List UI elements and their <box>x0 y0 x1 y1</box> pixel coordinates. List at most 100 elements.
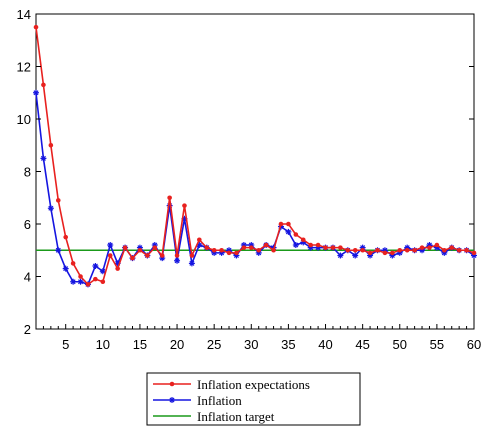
inflation-point <box>352 252 359 259</box>
inflation-expectations-point <box>189 253 195 258</box>
inflation-point <box>337 252 344 259</box>
legend-swatch-marker <box>169 381 175 387</box>
inflation-expectations-point <box>404 247 410 253</box>
inflation-expectations-point <box>219 247 224 253</box>
x-tick-label: 15 <box>133 337 147 352</box>
x-tick-label: 40 <box>318 337 332 352</box>
x-tick-label: 50 <box>393 337 407 352</box>
inflation-point <box>33 89 39 96</box>
y-tick-label: 8 <box>24 165 31 180</box>
x-tick-label: 5 <box>62 337 69 352</box>
inflation-expectations-point <box>78 274 83 279</box>
y-tick-label: 14 <box>17 7 31 22</box>
inflation-expectations-point <box>100 279 106 285</box>
inflation-expectations-point <box>352 247 358 253</box>
inflation-point <box>188 260 195 267</box>
inflation-expectations-point <box>419 245 425 250</box>
y-tick-label: 2 <box>24 322 31 337</box>
inflation-expectations-point <box>323 245 328 250</box>
y-tick-label: 4 <box>24 270 31 285</box>
inflation-expectations-point <box>70 261 76 266</box>
x-tick-label: 20 <box>170 337 184 352</box>
inflation-expectations-point <box>456 247 462 253</box>
inflation-expectations-point <box>442 247 447 253</box>
inflation-expectations-point <box>375 247 380 253</box>
inflation-expectations-point <box>241 245 247 250</box>
inflation-point <box>55 247 62 254</box>
inflation-expectations-point <box>211 247 217 253</box>
inflation-expectations-point <box>145 253 150 258</box>
inflation-point <box>47 205 54 212</box>
x-tick-label: 25 <box>207 337 221 352</box>
x-tick-label: 30 <box>244 337 258 352</box>
inflation-expectations-point <box>345 247 351 253</box>
inflation-point <box>40 155 47 162</box>
inflation-expectations-point <box>85 282 91 287</box>
inflation-expectations-point <box>256 247 262 253</box>
x-tick-label: 60 <box>467 337 481 352</box>
inflation-point <box>99 268 106 275</box>
inflation-expectations-point <box>300 237 306 243</box>
x-tick-label: 45 <box>355 337 369 352</box>
inflation-expectations-point <box>315 242 321 248</box>
inflation-expectations-point <box>115 266 120 271</box>
inflation-point <box>92 263 99 269</box>
series-layer <box>33 24 477 288</box>
inflation-expectations-point <box>48 142 54 148</box>
x-tick-label: 55 <box>430 337 444 352</box>
inflation-point <box>292 242 299 248</box>
inflation-expectations-point <box>367 250 373 256</box>
legend-label: Inflation target <box>197 409 275 424</box>
inflation-expectations-point <box>204 245 210 250</box>
inflation-point <box>107 242 114 248</box>
legend-label: Inflation expectations <box>197 377 310 392</box>
inflation-expectations-point <box>63 234 68 240</box>
inflation-expectations-point <box>159 253 165 258</box>
inflation-point <box>77 278 84 285</box>
inflation-expectations-point <box>197 237 202 243</box>
inflation-expectations-point <box>412 247 417 253</box>
inflation-expectations-point <box>248 245 254 250</box>
inflation-expectations-point <box>93 276 98 282</box>
inflation-expectations-point <box>167 195 172 201</box>
inflation-expectations-point <box>330 245 336 250</box>
inflation-expectations-point <box>234 250 239 256</box>
inflation-expectations-point <box>293 232 299 237</box>
y-tick-label: 10 <box>17 112 31 127</box>
legend: Inflation expectationsInflationInflation… <box>146 372 361 426</box>
inflation-point <box>285 228 292 235</box>
inflation-expectations-point <box>130 255 135 261</box>
inflation-expectations-point <box>434 242 440 248</box>
inflation-line <box>35 92 475 286</box>
inflation-expectations-point <box>182 203 187 208</box>
inflation-expectations-point <box>41 82 46 88</box>
inflation-expectations-point <box>263 242 269 248</box>
legend-label: Inflation <box>197 393 242 408</box>
inflation-expectations-point <box>464 247 469 253</box>
inflation-expectations-point <box>390 250 395 256</box>
inflation-expectations-point <box>55 198 61 203</box>
inflation-expectations-point <box>471 250 477 256</box>
inflation-expectations-point <box>286 221 291 227</box>
inflation-expectations-point <box>382 250 388 256</box>
inflation-expectations-point <box>278 221 284 227</box>
inflation-point <box>70 278 77 285</box>
y-tick-label: 12 <box>17 60 31 75</box>
inflation-expectations-point <box>226 250 232 256</box>
axis-layer: 2 4 6 8 10 12 14 5 10 15 20 25 30 35 40 45 50 55 60 <box>17 7 482 352</box>
inflation-expectations-point <box>308 242 313 248</box>
inflation-expectations-point <box>427 245 432 250</box>
inflation-expectations-point <box>360 247 365 253</box>
inflation-expectations-point <box>174 253 180 258</box>
inflation-expectations-point <box>152 245 158 250</box>
inflation-expectations-point <box>449 245 455 250</box>
inflation-expectations-point <box>338 245 343 250</box>
inflation-point <box>62 265 69 272</box>
y-tick-label: 6 <box>24 217 31 232</box>
inflation-expectations-point <box>397 247 403 253</box>
inflation-expectations-point <box>107 253 113 258</box>
x-tick-label: 35 <box>281 337 295 352</box>
inflation-expectations-point <box>122 245 128 250</box>
